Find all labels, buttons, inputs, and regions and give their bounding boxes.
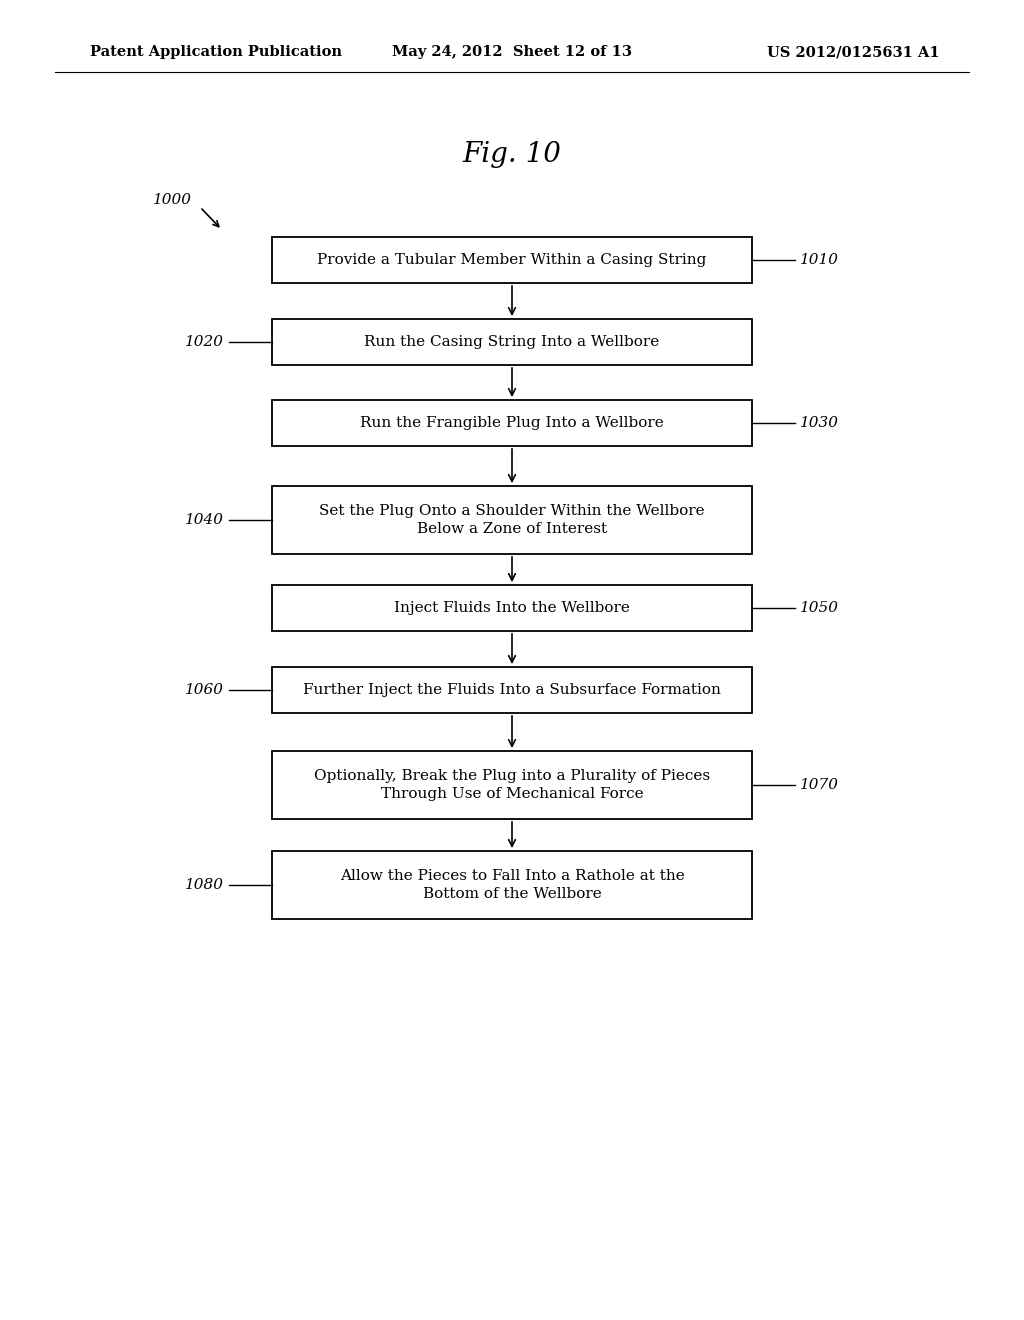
Text: 1000: 1000 [153,193,193,207]
Text: 1080: 1080 [185,878,224,892]
FancyBboxPatch shape [272,486,752,554]
FancyBboxPatch shape [272,238,752,282]
Text: Run the Frangible Plug Into a Wellbore: Run the Frangible Plug Into a Wellbore [360,416,664,430]
Text: 1020: 1020 [185,335,224,348]
Text: 1040: 1040 [185,513,224,527]
Text: 1070: 1070 [800,777,839,792]
Text: Allow the Pieces to Fall Into a Rathole at the
Bottom of the Wellbore: Allow the Pieces to Fall Into a Rathole … [340,869,684,902]
FancyBboxPatch shape [272,667,752,713]
Text: Set the Plug Onto a Shoulder Within the Wellbore
Below a Zone of Interest: Set the Plug Onto a Shoulder Within the … [319,504,705,536]
Text: US 2012/0125631 A1: US 2012/0125631 A1 [767,45,940,59]
Text: 1030: 1030 [800,416,839,430]
FancyBboxPatch shape [272,319,752,366]
Text: 1060: 1060 [185,682,224,697]
FancyBboxPatch shape [272,851,752,919]
FancyBboxPatch shape [272,400,752,446]
Text: Further Inject the Fluids Into a Subsurface Formation: Further Inject the Fluids Into a Subsurf… [303,682,721,697]
Text: 1010: 1010 [800,253,839,267]
Text: Fig. 10: Fig. 10 [463,141,561,169]
Text: Optionally, Break the Plug into a Plurality of Pieces
Through Use of Mechanical : Optionally, Break the Plug into a Plural… [314,768,710,801]
Text: 1050: 1050 [800,601,839,615]
FancyBboxPatch shape [272,585,752,631]
FancyBboxPatch shape [272,751,752,818]
Text: Patent Application Publication: Patent Application Publication [90,45,342,59]
Text: Provide a Tubular Member Within a Casing String: Provide a Tubular Member Within a Casing… [317,253,707,267]
Text: Inject Fluids Into the Wellbore: Inject Fluids Into the Wellbore [394,601,630,615]
Text: May 24, 2012  Sheet 12 of 13: May 24, 2012 Sheet 12 of 13 [392,45,632,59]
Text: Run the Casing String Into a Wellbore: Run the Casing String Into a Wellbore [365,335,659,348]
